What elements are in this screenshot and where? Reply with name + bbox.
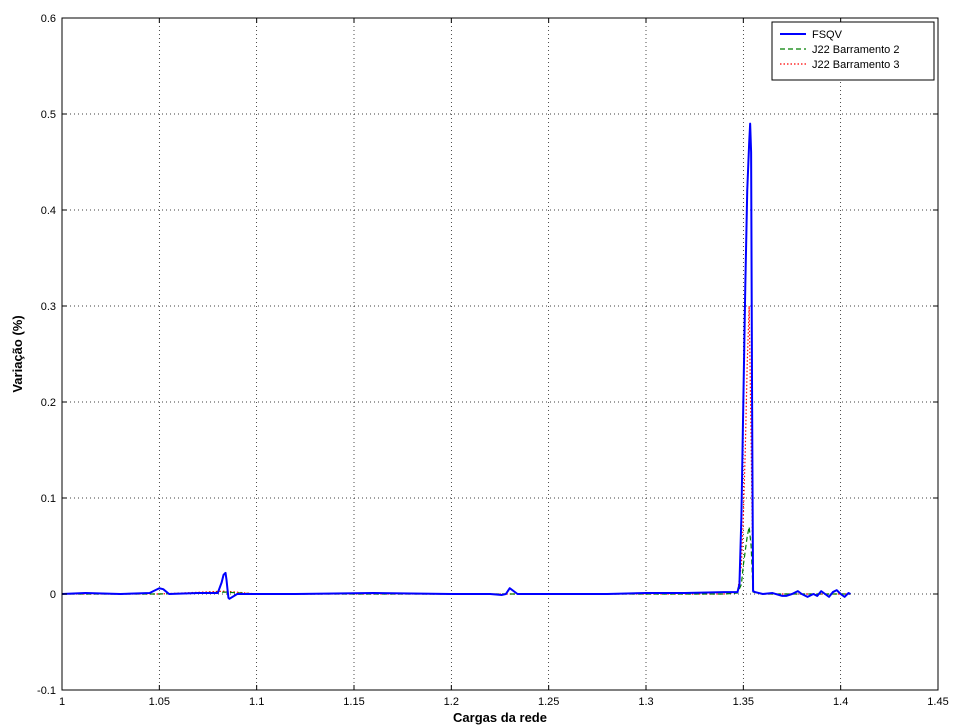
y-tick-label: 0 bbox=[50, 589, 56, 601]
x-tick-label: 1.15 bbox=[343, 696, 364, 708]
y-tick-label: 0.4 bbox=[41, 205, 56, 217]
y-tick-label: 0.5 bbox=[41, 109, 56, 121]
x-tick-label: 1.35 bbox=[733, 696, 754, 708]
series-line-0 bbox=[61, 122, 851, 600]
y-tick-label: 0.3 bbox=[41, 301, 56, 313]
x-tick-label: 1.45 bbox=[927, 696, 948, 708]
x-tick-label: 1.3 bbox=[638, 696, 653, 708]
x-tick-label: 1.05 bbox=[149, 696, 170, 708]
y-tick-label: -0.1 bbox=[37, 685, 56, 697]
y-axis-title: Variação (%) bbox=[10, 315, 25, 392]
x-tick-label: 1 bbox=[59, 696, 65, 708]
grid bbox=[62, 18, 938, 690]
y-tick-label: 0.2 bbox=[41, 397, 56, 409]
x-tick-label: 1.2 bbox=[444, 696, 459, 708]
legend-label-0: FSQV bbox=[812, 29, 843, 41]
legend: FSQV J22 Barramento 2 J22 Barramento 3 bbox=[771, 21, 935, 81]
y-tick-label: 0.1 bbox=[41, 493, 56, 505]
legend-label-2: J22 Barramento 3 bbox=[812, 59, 899, 71]
x-tick-label: 1.4 bbox=[833, 696, 848, 708]
plot-area-frame bbox=[61, 17, 939, 691]
series-group bbox=[61, 122, 851, 600]
x-axis-title: Cargas da rede bbox=[453, 710, 547, 725]
legend-box bbox=[771, 21, 935, 81]
x-tick-label: 1.1 bbox=[249, 696, 264, 708]
legend-label-1: J22 Barramento 2 bbox=[812, 44, 899, 56]
x-tick-label: 1.25 bbox=[538, 696, 559, 708]
y-tick-label: 0.6 bbox=[41, 13, 56, 25]
ticks: 1 1.05 1.1 1.15 1.2 1.25 1.3 1.35 1.4 1.45 -0.1 0 0.… bbox=[37, 13, 949, 708]
